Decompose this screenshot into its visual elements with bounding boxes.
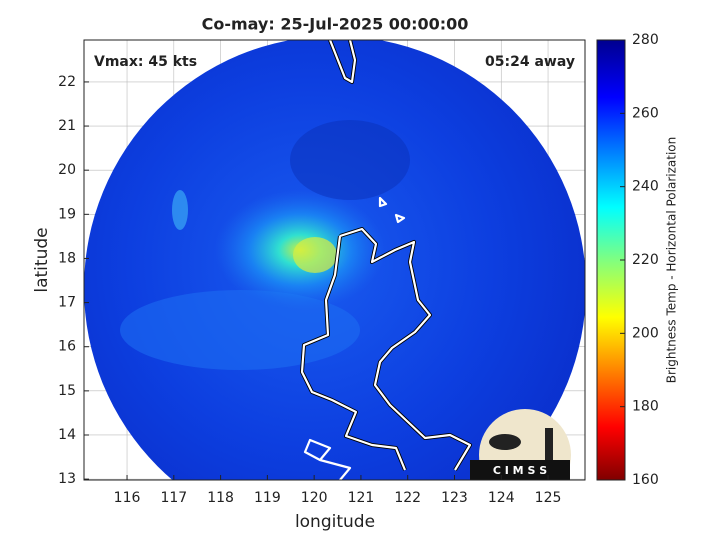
- x-axis-label: longitude: [295, 512, 375, 532]
- cloud-cell: [172, 190, 188, 230]
- x-tick-label: 124: [488, 490, 515, 506]
- x-tick-label: 117: [160, 490, 187, 506]
- colorbar-tick-label: 180: [632, 399, 659, 415]
- x-tick-label: 122: [394, 490, 421, 506]
- x-tick-label: 121: [348, 490, 375, 506]
- colorbar-tick-label: 240: [632, 179, 659, 195]
- logo-text: C I M S S: [493, 464, 547, 477]
- colorbar-tick-label: 160: [632, 472, 659, 488]
- x-tick-label: 118: [207, 490, 234, 506]
- y-tick-label: 13: [58, 471, 76, 487]
- y-tick-label: 15: [58, 383, 76, 399]
- time-annotation: 05:24 away: [485, 54, 575, 70]
- colorbar-tick-label: 260: [632, 105, 659, 121]
- x-tick-label: 120: [301, 490, 328, 506]
- storm-center: [293, 237, 337, 273]
- colorbar-tick-label: 200: [632, 325, 659, 341]
- x-tick-label: 125: [535, 490, 562, 506]
- logo-disk: [479, 409, 571, 480]
- y-tick-label: 21: [58, 118, 76, 134]
- logo-band: [470, 460, 570, 480]
- logo-dish: [489, 434, 521, 450]
- logo-tower: [545, 428, 553, 460]
- plot-frame: [83, 39, 586, 481]
- chart-title: Co-may: 25-Jul-2025 00:00:00: [202, 15, 469, 34]
- colorbar-tick-label: 280: [632, 32, 659, 48]
- x-tick-label: 123: [441, 490, 468, 506]
- coastline-islands: [303, 196, 406, 480]
- satellite-image: C I M S S: [84, 40, 585, 480]
- y-tick-label: 20: [58, 162, 76, 178]
- y-tick-label: 22: [58, 74, 76, 90]
- y-tick-label: 17: [58, 295, 76, 311]
- x-tick-label: 119: [254, 490, 281, 506]
- clear-area: [290, 120, 410, 200]
- coastline-luzon: [300, 227, 472, 471]
- y-axis-label: latitude: [32, 227, 52, 292]
- cimss-logo: C I M S S: [470, 409, 571, 480]
- y-tick-label: 18: [58, 250, 76, 266]
- y-tick-label: 16: [58, 339, 76, 355]
- coastline-taiwan: [328, 40, 357, 84]
- colorbar-tick-label: 220: [632, 252, 659, 268]
- x-tick-label: 116: [114, 490, 141, 506]
- colorbar-label: Brightness Temp - Horizontal Polarizatio…: [665, 137, 679, 384]
- y-tick-label: 14: [58, 427, 76, 443]
- vmax-annotation: Vmax: 45 kts: [94, 54, 197, 70]
- y-tick-label: 19: [58, 206, 76, 222]
